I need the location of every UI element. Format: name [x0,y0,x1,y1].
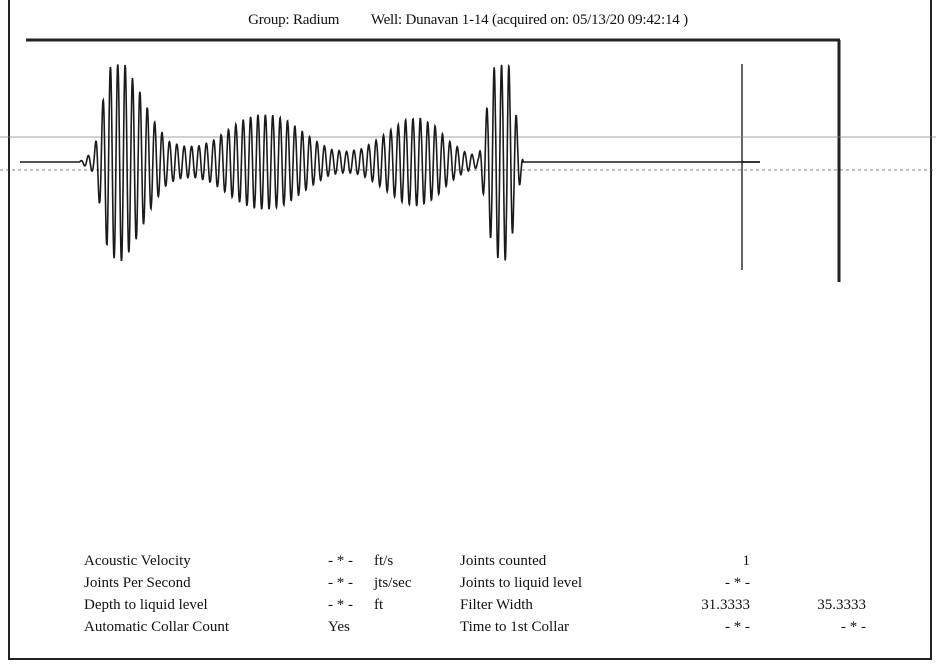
trace-group [20,63,760,262]
well-label: Well: Dunavan 1-14 (acquired on: 05/13/2… [370,12,688,28]
group-label: Group: Radium [248,12,340,28]
acoustic-trace-line [20,63,760,262]
chart-header: Group: Radium Well: Dunavan 1-14 (acquir… [0,12,936,29]
chart-frame [8,0,932,660]
